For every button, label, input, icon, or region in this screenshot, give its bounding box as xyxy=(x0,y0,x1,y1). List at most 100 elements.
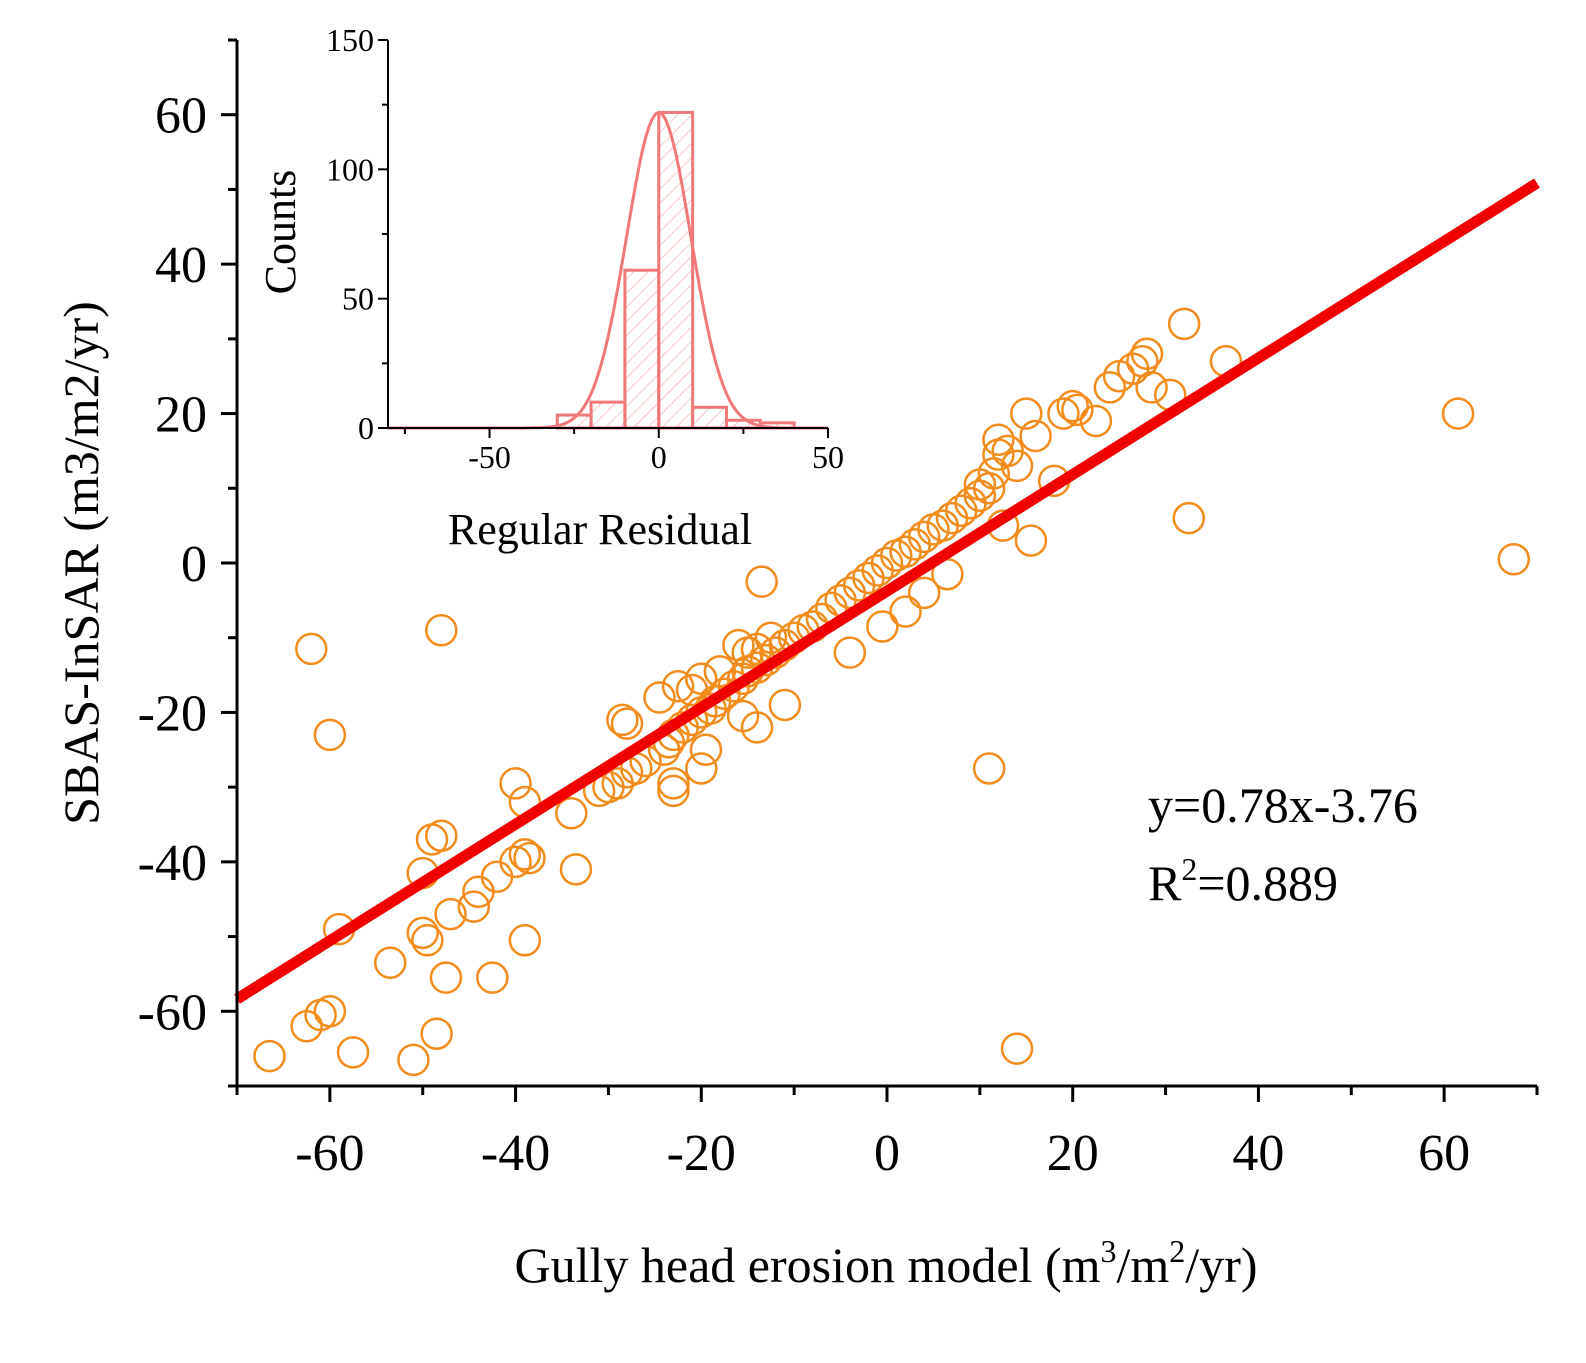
y-axis-title: SBAS-InSAR (m3/m2/yr) xyxy=(53,301,109,825)
scatter-point xyxy=(425,613,458,647)
scatter-point xyxy=(1497,543,1531,576)
scatter-point xyxy=(740,711,774,744)
scatter-point xyxy=(1167,307,1201,341)
scatter-point xyxy=(703,655,737,688)
r-squared-value: =0.889 xyxy=(1197,855,1338,911)
inset-y-tick-label: 100 xyxy=(326,151,374,187)
x-tick-label: 60 xyxy=(1418,1125,1470,1182)
x-tick-label: -40 xyxy=(481,1125,550,1182)
scatter-point xyxy=(1014,524,1048,557)
scatter-point xyxy=(945,494,978,527)
scatter-point xyxy=(754,621,788,654)
scatter-point xyxy=(685,662,718,696)
scatter-point xyxy=(982,423,1015,456)
scatter-point xyxy=(508,838,542,871)
scatter-point xyxy=(429,961,463,994)
scatter-point xyxy=(434,897,467,931)
scatter-point xyxy=(1019,419,1052,453)
scatter-point xyxy=(1172,501,1206,535)
scatter-point xyxy=(722,628,755,662)
fit-equation: y=0.78x-3.76 xyxy=(1148,777,1418,833)
main-axes xyxy=(235,40,1537,1088)
scatter-point xyxy=(1000,449,1034,483)
scatter-point xyxy=(420,1017,453,1050)
scatter-point xyxy=(1135,371,1168,404)
y-tick-label: -20 xyxy=(138,685,207,742)
scatter-point xyxy=(559,853,593,886)
scatter-point xyxy=(1010,397,1043,430)
scatter-point xyxy=(555,797,588,830)
scatter-point xyxy=(295,632,328,666)
r-squared-label: R2=0.889 xyxy=(1148,851,1338,911)
histogram-bar xyxy=(691,405,728,430)
inset-ticks: -50 0 50 0 50 100 150 xyxy=(326,22,844,475)
x-axis-title-sup2: 2 xyxy=(1169,1233,1185,1269)
x-axis-title-part1: Gully head erosion model (m xyxy=(515,1237,1101,1293)
scatter-point xyxy=(336,1036,370,1069)
x-tick-label: -20 xyxy=(667,1125,736,1182)
inset-x-axis-title: Regular Residual xyxy=(448,505,752,554)
scatter-point xyxy=(508,924,542,957)
scatter-point xyxy=(685,752,718,785)
inset-y-tick-label: 0 xyxy=(358,410,374,446)
inset-y-axis-title: Counts xyxy=(256,170,305,295)
scatter-point xyxy=(480,860,514,894)
scatter-point xyxy=(833,636,867,669)
scatter-point xyxy=(397,1043,430,1077)
scatter-point xyxy=(768,688,802,722)
r-squared-sup: 2 xyxy=(1181,851,1197,887)
scatter-point xyxy=(457,890,491,923)
scatter-point xyxy=(476,961,509,994)
scatter-point xyxy=(661,670,695,703)
y-tick-label: 0 xyxy=(181,536,207,593)
scatter-point xyxy=(870,546,904,580)
histogram-bar xyxy=(589,400,627,430)
x-axis-title-part3: /yr) xyxy=(1185,1237,1257,1293)
y-tick-label: 60 xyxy=(155,88,207,145)
x-tick-label: -60 xyxy=(295,1125,364,1182)
scatter-point xyxy=(657,774,690,808)
scatter-point xyxy=(1093,371,1127,404)
scatter-point xyxy=(689,733,723,767)
inset-histogram: -50 0 50 0 50 100 150 Counts Regular Residual xyxy=(256,22,844,554)
y-tick-label: 20 xyxy=(155,387,207,444)
scatter-points xyxy=(253,307,1531,1077)
scatter-point xyxy=(1056,389,1089,423)
inset-x-tick-label: 0 xyxy=(651,439,667,475)
scatter-point xyxy=(866,610,899,643)
scatter-point xyxy=(907,520,941,554)
scatter-point xyxy=(972,752,1006,785)
scatter-point xyxy=(643,681,676,714)
x-axis-title: Gully head erosion model (m3/m2/yr) xyxy=(515,1233,1258,1293)
scatter-point xyxy=(745,565,778,598)
histogram-bar xyxy=(623,268,661,430)
scatter-point xyxy=(1047,397,1080,430)
x-axis-title-part2: /m xyxy=(1117,1237,1170,1293)
scatter-point xyxy=(954,486,987,520)
scatter-point xyxy=(513,841,546,875)
inset-x-tick-label: 50 xyxy=(812,439,844,475)
x-axis-title-sup1: 3 xyxy=(1101,1233,1117,1269)
x-tick-label: 20 xyxy=(1047,1125,1099,1182)
y-tick-label: -60 xyxy=(138,984,207,1041)
scatter-point xyxy=(411,924,444,957)
scatter-point xyxy=(1130,337,1164,371)
inset-y-tick-label: 50 xyxy=(342,281,374,317)
scatter-point xyxy=(425,819,458,852)
scatter-point xyxy=(1000,1032,1034,1065)
scatter-point xyxy=(610,707,644,740)
scatter-point xyxy=(313,718,347,752)
inset-axes xyxy=(387,40,828,429)
x-tick-label: 40 xyxy=(1232,1125,1284,1182)
scatter-point xyxy=(1061,393,1094,427)
scatter-point xyxy=(499,845,532,879)
inset-y-tick-label: 150 xyxy=(326,22,374,58)
scatter-point xyxy=(1079,404,1113,438)
x-tick-label: 0 xyxy=(874,1125,900,1182)
scatter-point xyxy=(1441,397,1475,430)
regression-line xyxy=(234,178,1540,1004)
scatter-point xyxy=(253,1039,286,1073)
